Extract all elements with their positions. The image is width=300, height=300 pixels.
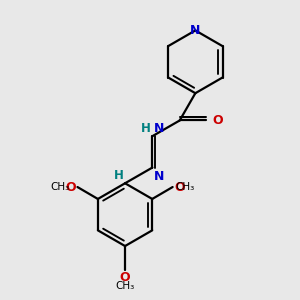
Text: H: H	[114, 169, 124, 182]
Text: N: N	[154, 170, 164, 183]
Text: N: N	[154, 122, 164, 135]
Text: O: O	[65, 181, 76, 194]
Text: O: O	[212, 114, 223, 127]
Text: O: O	[174, 181, 185, 194]
Text: CH₃: CH₃	[116, 281, 135, 292]
Text: CH₃: CH₃	[50, 182, 70, 192]
Text: H: H	[141, 122, 151, 135]
Text: N: N	[190, 24, 200, 37]
Text: O: O	[120, 271, 130, 284]
Text: CH₃: CH₃	[175, 182, 194, 192]
